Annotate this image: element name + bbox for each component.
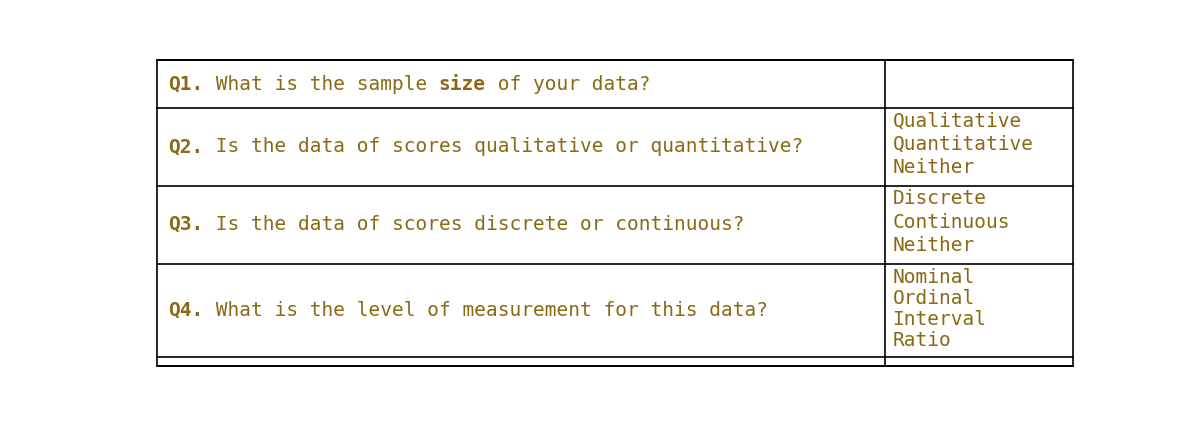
Text: Quantitative: Quantitative [893,135,1033,154]
Text: Neither: Neither [893,236,974,255]
Text: Q4.: Q4. [168,300,204,319]
Text: of your data?: of your data? [486,75,650,94]
Text: Continuous: Continuous [893,213,1010,232]
Text: Nominal: Nominal [893,268,974,287]
Text: Interval: Interval [893,310,986,329]
Text: size: size [439,75,486,94]
Text: Q1.: Q1. [168,75,204,94]
Text: Ordinal: Ordinal [893,289,974,308]
Text: What is the sample: What is the sample [204,75,439,94]
Text: Q3.: Q3. [168,215,204,234]
Text: What is the level of measurement for this data?: What is the level of measurement for thi… [204,300,768,319]
Text: Qualitative: Qualitative [893,111,1021,130]
Text: Is the data of scores discrete or continuous?: Is the data of scores discrete or contin… [204,215,744,234]
Text: Discrete: Discrete [893,189,986,208]
Text: Neither: Neither [893,158,974,177]
Text: Q2.: Q2. [168,137,204,156]
Text: Ratio: Ratio [893,330,952,350]
Text: Is the data of scores qualitative or quantitative?: Is the data of scores qualitative or qua… [204,137,803,156]
